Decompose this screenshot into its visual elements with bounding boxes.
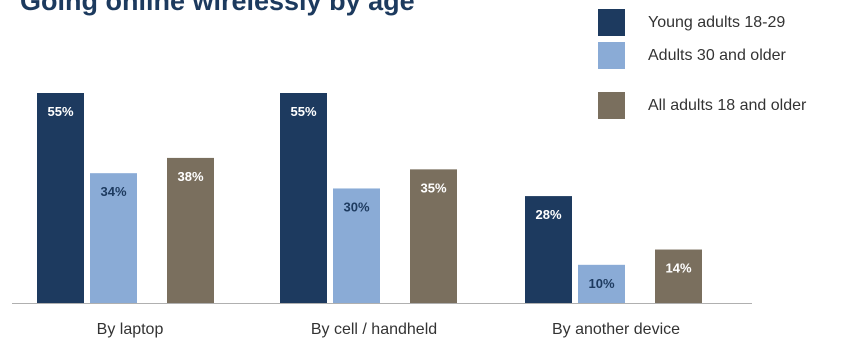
bar-label-s1-c2: 10% <box>588 276 614 291</box>
chart-title: Going online wirelessly by age <box>20 0 415 16</box>
legend-label-young-adults: Young adults 18-29 <box>648 13 786 31</box>
category-label-1: By cell / handheld <box>311 321 437 338</box>
bar-label-s2-c0: 38% <box>177 169 203 184</box>
legend-item-adults-30: Adults 30 and older <box>598 42 786 69</box>
bar-label-s2-c1: 35% <box>420 180 446 195</box>
legend-swatch-young-adults <box>598 9 625 36</box>
legend-swatch-adults-30 <box>598 42 625 69</box>
bar-s1-c2 <box>578 264 625 303</box>
bar-s1-c0 <box>90 173 137 303</box>
bar-s0-c2 <box>525 196 572 303</box>
category-label-2: By another device <box>552 321 680 338</box>
legend-label-all-adults: All adults 18 and older <box>648 96 807 114</box>
legend-item-all-adults: All adults 18 and older <box>598 92 806 119</box>
legend-swatch-all-adults <box>598 92 625 119</box>
bar-s0-c1 <box>280 93 327 303</box>
legend-item-young-adults: Young adults 18-29 <box>598 9 785 36</box>
bar-label-s2-c2: 14% <box>665 261 691 276</box>
bar-s2-c1 <box>410 169 457 303</box>
bar-label-s1-c1: 30% <box>343 199 369 214</box>
bar-label-s0-c0: 55% <box>47 104 73 119</box>
bar-label-s1-c0: 34% <box>100 184 126 199</box>
bar-label-s0-c2: 28% <box>535 207 561 222</box>
legend-label-adults-30: Adults 30 and older <box>648 46 786 64</box>
category-label-0: By laptop <box>97 321 164 338</box>
bar-s2-c2 <box>655 249 702 303</box>
bar-label-s0-c1: 55% <box>290 104 316 119</box>
bar-s1-c1 <box>333 188 380 303</box>
bar-s0-c0 <box>37 93 84 303</box>
bar-s2-c0 <box>167 157 214 303</box>
